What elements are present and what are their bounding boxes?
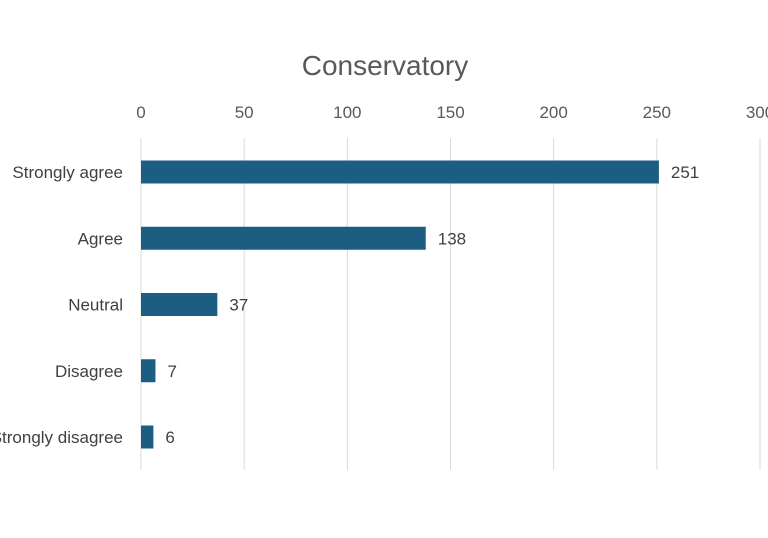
data-label: 138 xyxy=(438,229,466,248)
bar xyxy=(141,425,154,449)
data-label: 7 xyxy=(167,362,176,381)
x-tick-label: 0 xyxy=(136,103,145,122)
x-tick-label: 200 xyxy=(539,103,567,122)
x-tick-label: 150 xyxy=(436,103,464,122)
x-tick-label: 250 xyxy=(643,103,671,122)
data-label: 251 xyxy=(671,163,699,182)
category-label: Neutral xyxy=(68,296,123,315)
bar xyxy=(141,359,156,383)
x-tick-label: 50 xyxy=(235,103,254,122)
category-label: Agree xyxy=(78,229,123,248)
data-labels: 251 138 37 7 6 xyxy=(165,163,699,447)
bar xyxy=(141,160,659,184)
chart-title: Conservatory xyxy=(302,50,469,81)
x-tick-label: 300 xyxy=(746,103,768,122)
data-label: 6 xyxy=(165,428,174,447)
category-label: Strongly disagree xyxy=(0,428,123,447)
x-axis-ticks: 0 50 100 150 200 250 300 xyxy=(136,103,768,122)
bars xyxy=(141,160,659,449)
gridlines xyxy=(140,138,761,470)
category-labels: Strongly agree Agree Neutral Disagree Strong… xyxy=(0,163,123,447)
bar xyxy=(141,293,218,316)
bar xyxy=(141,226,426,250)
x-tick-label: 100 xyxy=(333,103,361,122)
category-label: Disagree xyxy=(55,362,123,381)
data-label: 37 xyxy=(229,296,248,315)
category-label: Strongly agree xyxy=(12,163,123,182)
